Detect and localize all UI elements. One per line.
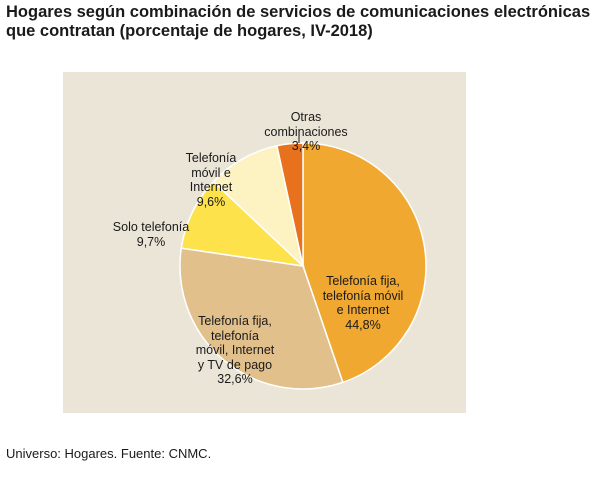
chart-title-line-2: que contratan (porcentaje de hogares, IV… xyxy=(6,22,373,40)
slice-label-line: y TV de pago xyxy=(197,357,273,372)
slice-label-5: Otras combinaciones 3,4% xyxy=(264,110,347,154)
slice-label-2: Telefonía fija, telefonía móvil, Internet y… xyxy=(196,314,275,387)
slice-label-line: Telefonía xyxy=(185,151,237,165)
slice-label-1: Telefonía fija, telefonía móvil e Internet… xyxy=(323,274,404,332)
slice-label-line: combinaciones xyxy=(264,124,348,139)
slice-label-line: Telefonía fija, xyxy=(326,274,400,288)
slice-label-line: telefonía xyxy=(211,328,259,343)
chart-title-line-1: Hogares según combinación de servicios d… xyxy=(6,3,591,21)
pie-slice-3 xyxy=(180,180,306,268)
slice-label-line: e Internet xyxy=(336,303,390,317)
pie-slice-5 xyxy=(276,142,304,267)
slice-value: 9,6% xyxy=(196,194,226,209)
slice-label-3: Solo telefonía 9,7% xyxy=(113,220,189,249)
slice-label-line: telefonía móvil xyxy=(322,288,404,303)
chart-panel: Telefonía fija, telefonía móvil e Internet… xyxy=(63,72,466,413)
slice-label-line: Solo telefonía xyxy=(112,220,190,234)
slice-value: 44,8% xyxy=(345,317,381,332)
pie-slice-2 xyxy=(179,247,344,390)
slice-label-line: Telefonía fija, xyxy=(198,314,272,328)
pie-slice-4 xyxy=(212,144,305,269)
source-note: Universo: Hogares. Fuente: CNMC. xyxy=(6,446,212,461)
slice-value: 32,6% xyxy=(217,372,253,386)
slice-label-line: Otras xyxy=(290,110,322,124)
slice-value: 9,7% xyxy=(136,234,166,249)
chart-title: Hogares según combinación de servicios d… xyxy=(6,3,596,41)
slice-label-4: Telefonía móvil e Internet 9,6% xyxy=(186,151,237,209)
slice-value: 3,4% xyxy=(291,139,321,153)
pie-chart xyxy=(179,132,427,390)
pie-slice-1 xyxy=(302,142,427,384)
slice-label-line: Internet xyxy=(189,180,233,194)
slice-label-line: móvil, Internet xyxy=(195,343,275,357)
slice-label-line: móvil e xyxy=(191,165,231,180)
